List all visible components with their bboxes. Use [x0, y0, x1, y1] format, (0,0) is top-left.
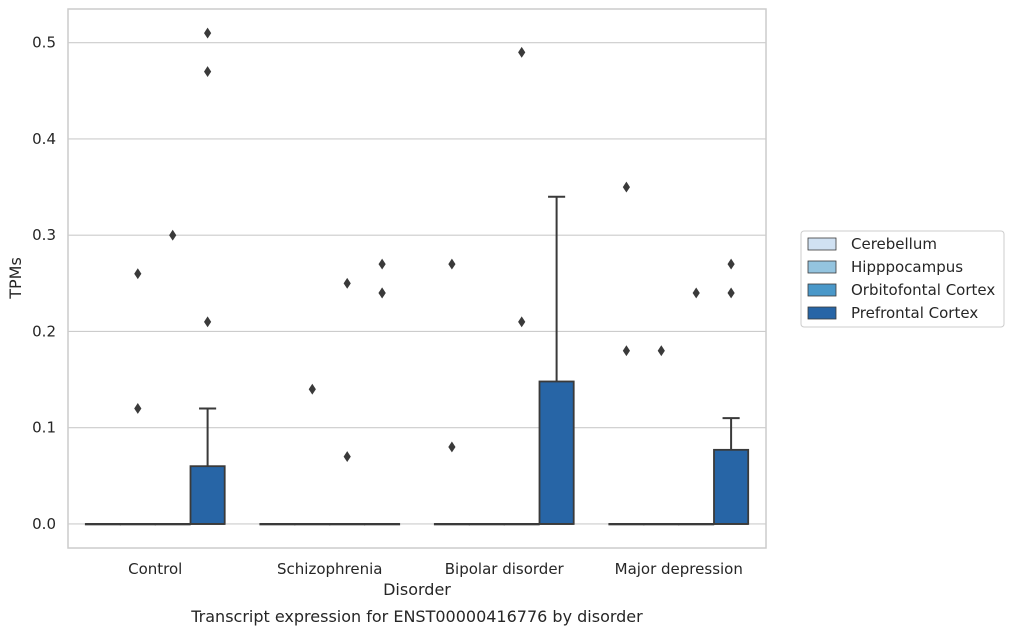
x-tick-label: Major depression	[615, 560, 743, 578]
outlier-point	[378, 258, 386, 270]
outlier-point	[343, 277, 351, 289]
box	[538, 380, 575, 525]
legend: Cerebellum Hipppocampus Orbitofontal Corte…	[800, 230, 1005, 328]
x-tick-label: Control	[128, 560, 182, 578]
legend-swatch	[807, 237, 837, 251]
x-tick-label: Schizophrenia	[277, 560, 382, 578]
y-tick-label: 0.0	[32, 515, 56, 533]
box	[189, 465, 226, 525]
outlier-point	[657, 345, 665, 357]
outlier-point	[378, 287, 386, 299]
y-tick-label: 0.4	[32, 130, 56, 148]
x-tick-label: Bipolar disorder	[445, 560, 565, 578]
outlier-point	[727, 287, 735, 299]
outlier-point	[622, 181, 630, 193]
legend-label: Cerebellum	[851, 235, 937, 253]
outlier-point	[134, 403, 142, 414]
y-tick-label: 0.3	[32, 226, 56, 244]
legend-swatch	[807, 306, 837, 320]
x-axis-title: Disorder	[383, 580, 451, 599]
outlier-point	[204, 27, 212, 39]
legend-label: Prefrontal Cortex	[851, 304, 978, 322]
figure-caption: Transcript expression for ENST0000041677…	[190, 607, 643, 626]
y-axis-title: TPMs	[6, 257, 25, 300]
outlier-point	[692, 287, 700, 299]
legend-frame	[800, 230, 1005, 328]
legend-swatch	[807, 260, 837, 274]
y-tick-label: 0.5	[32, 34, 56, 52]
y-tick-labels: 0.0 0.1 0.2 0.3 0.4 0.5	[32, 34, 56, 533]
outlier-point	[727, 258, 735, 270]
y-tick-label: 0.2	[32, 322, 56, 340]
boxes	[84, 195, 750, 526]
outlier-point	[308, 383, 316, 395]
outlier-point	[204, 316, 212, 328]
legend-label: Hipppocampus	[851, 258, 963, 276]
outlier-point	[518, 46, 526, 58]
outlier-points	[134, 27, 735, 462]
outlier-point	[343, 451, 351, 462]
x-tick-labels: Control Schizophrenia Bipolar disorder Majo…	[128, 560, 743, 578]
box	[713, 448, 750, 525]
legend-label: Orbitofontal Cortex	[851, 281, 995, 299]
outlier-point	[204, 66, 212, 77]
outlier-point	[448, 441, 456, 453]
outlier-point	[134, 268, 142, 280]
outlier-point	[448, 258, 456, 270]
plot-frame	[67, 8, 767, 549]
outlier-point	[622, 345, 630, 357]
legend-swatch	[807, 283, 837, 297]
outlier-point	[518, 316, 526, 328]
y-tick-label: 0.1	[32, 419, 56, 437]
grid-lines	[68, 42, 766, 525]
outlier-point	[169, 229, 177, 241]
